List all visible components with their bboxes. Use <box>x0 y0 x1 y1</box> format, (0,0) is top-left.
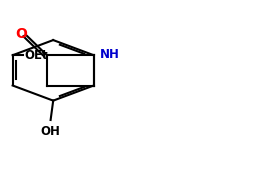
Text: OH: OH <box>41 125 60 138</box>
Text: NH: NH <box>100 48 120 61</box>
Text: OEt: OEt <box>24 49 48 62</box>
Text: O: O <box>16 27 27 41</box>
